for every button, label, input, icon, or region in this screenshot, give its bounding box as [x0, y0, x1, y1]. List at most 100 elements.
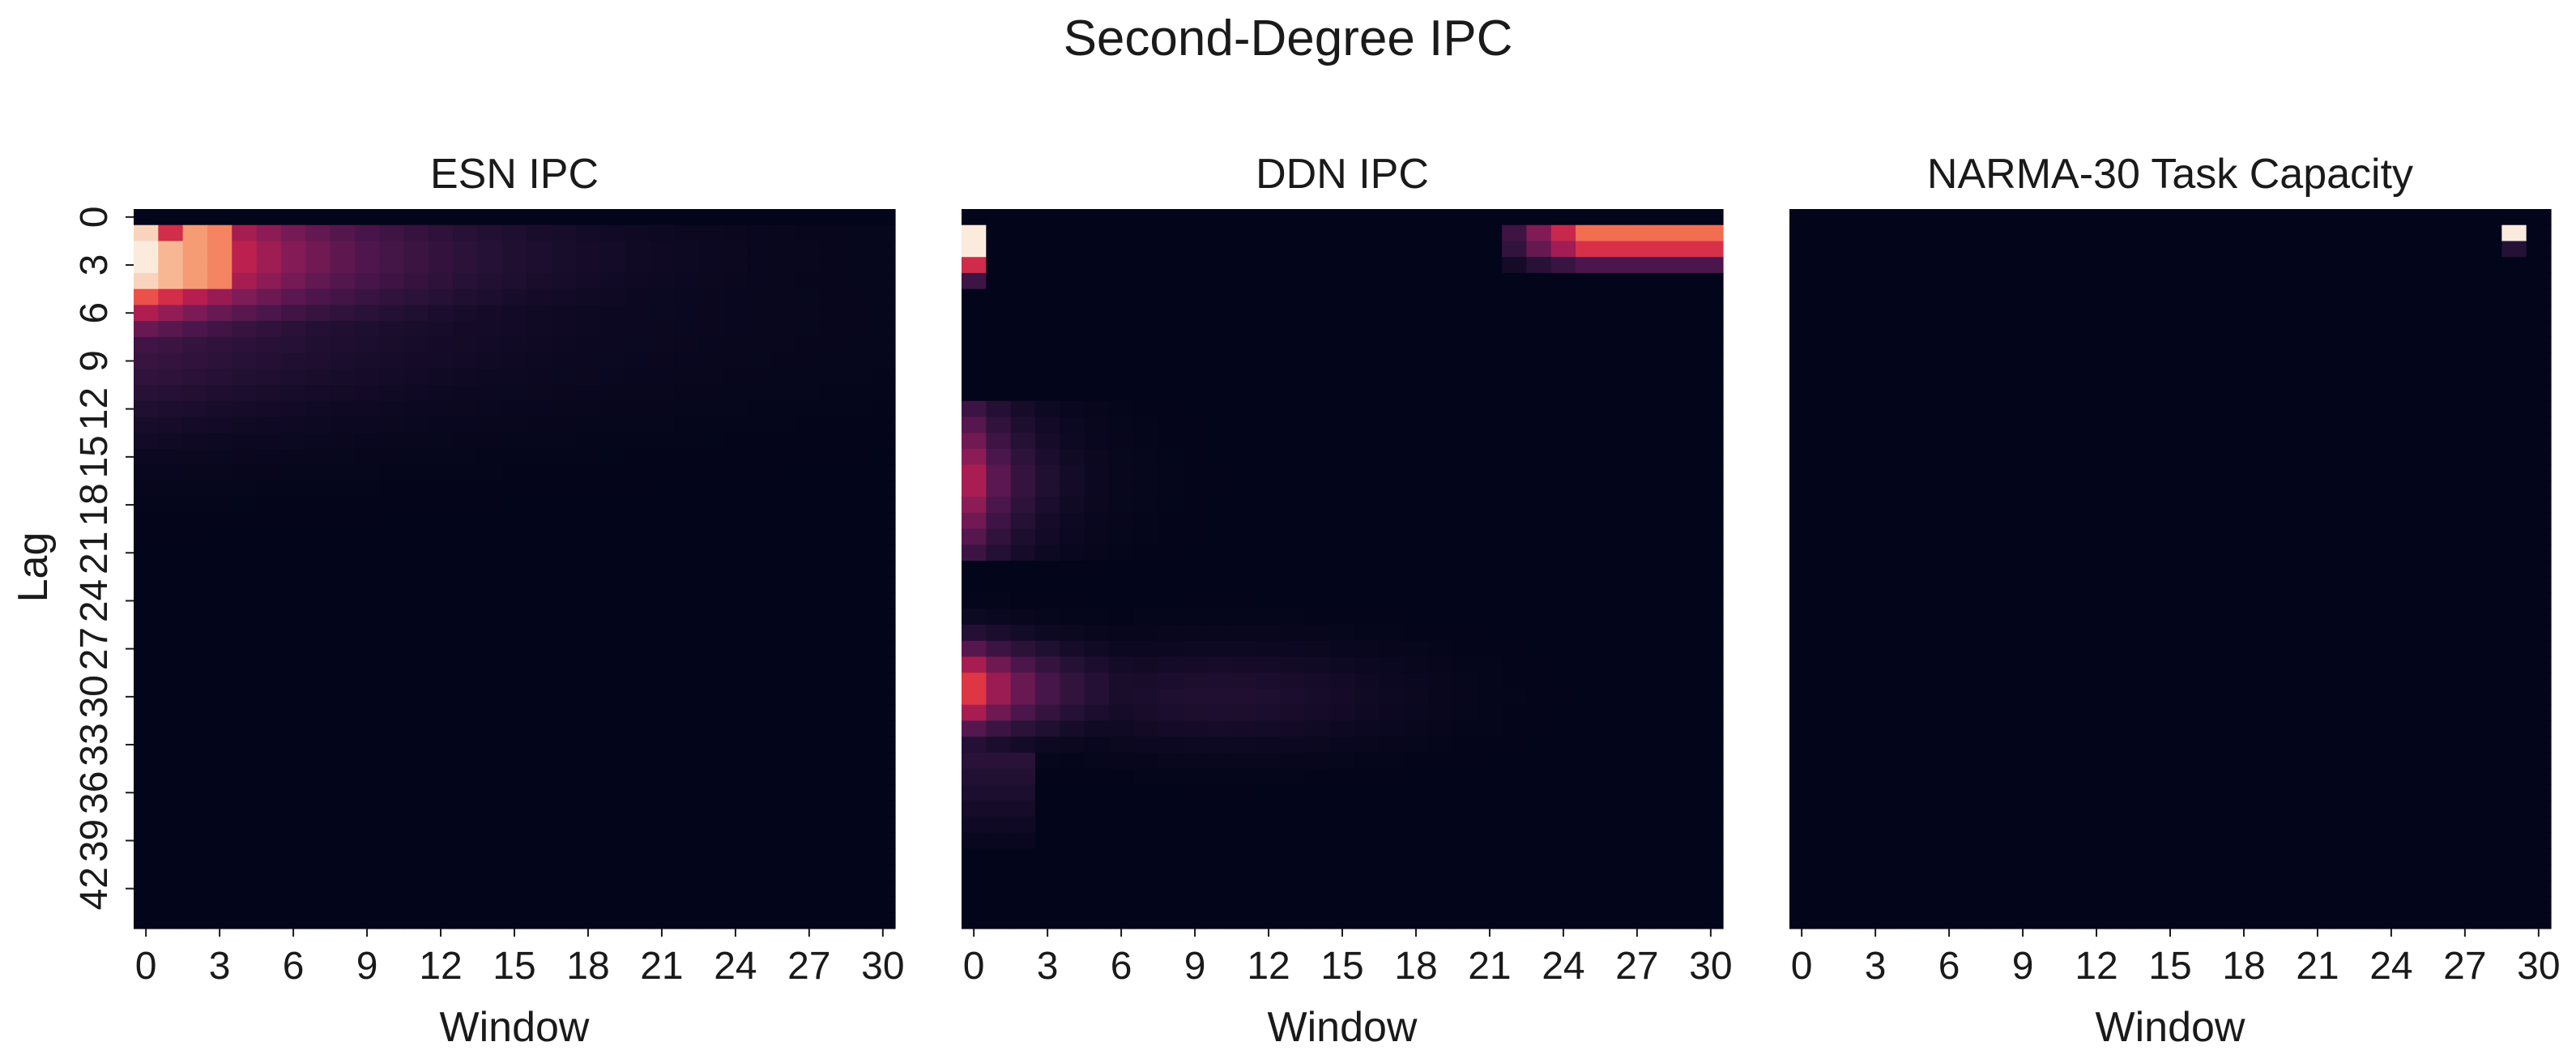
heatmap-cell [600, 433, 626, 450]
heatmap-cell [1108, 592, 1134, 609]
heatmap-cell [575, 608, 601, 626]
heatmap-cell [477, 416, 503, 433]
heatmap-cell [1452, 497, 1478, 514]
heatmap-cell [1060, 449, 1085, 466]
heatmap-cell [2403, 321, 2429, 338]
heatmap-cell [453, 241, 479, 258]
heatmap-cell [2157, 704, 2183, 722]
heatmap-cell [1624, 625, 1650, 642]
heatmap-cell [2157, 561, 2183, 578]
heatmap-cell [1838, 720, 1864, 737]
heatmap-cell [2231, 561, 2257, 578]
heatmap-cell [158, 625, 184, 642]
heatmap-cell [575, 816, 601, 834]
heatmap-cell [2452, 369, 2478, 386]
heatmap-cell [772, 272, 798, 290]
heatmap-cell [501, 625, 527, 642]
heatmap-cell [1452, 576, 1478, 594]
heatmap-cell [2059, 224, 2085, 242]
heatmap-cell [1158, 576, 1184, 594]
heatmap-cell [1526, 832, 1552, 849]
heatmap-cell [1985, 656, 2011, 673]
heatmap-cell [1576, 720, 1601, 737]
heatmap-cell [698, 561, 724, 578]
heatmap-cell [2378, 752, 2404, 770]
heatmap-cell [182, 737, 208, 754]
heatmap-cell [477, 512, 503, 530]
heatmap-cell [1624, 640, 1650, 658]
heatmap-cell [1576, 608, 1601, 626]
heatmap-cell [2207, 784, 2233, 801]
heatmap-cell [330, 704, 356, 722]
heatmap-cell [1576, 480, 1601, 497]
heatmap-cell [625, 896, 650, 913]
heatmap-cell [1550, 497, 1576, 514]
heatmap-cell [575, 640, 601, 658]
heatmap-cell [2182, 464, 2208, 482]
heatmap-cell [1477, 257, 1503, 274]
heatmap-cell [2231, 336, 2257, 354]
heatmap-cell [625, 561, 650, 578]
heatmap-cell [2133, 656, 2159, 673]
heatmap-cell [453, 209, 479, 226]
heatmap-cell [1403, 512, 1429, 530]
heatmap-cell [1985, 720, 2011, 737]
heatmap-cell [1550, 752, 1576, 770]
heatmap-cell [1329, 768, 1355, 785]
heatmap-cell [551, 449, 577, 466]
heatmap-cell [1108, 848, 1134, 865]
heatmap-cell [182, 608, 208, 626]
heatmap-cell [1133, 400, 1159, 418]
heatmap-cell [1403, 241, 1429, 258]
heatmap-cell [1550, 640, 1576, 658]
heatmap-cell [1789, 656, 1815, 673]
heatmap-cell [2428, 288, 2454, 305]
heatmap-cell [551, 673, 577, 690]
heatmap-cell [1649, 288, 1674, 305]
heatmap-cell [962, 433, 987, 450]
heatmap-cell [330, 801, 356, 818]
heatmap-cell [748, 880, 773, 898]
heatmap-cell [1936, 305, 1962, 322]
heatmap-cell [1158, 912, 1184, 929]
heatmap-cell [1034, 433, 1060, 450]
heatmap-cell [354, 801, 380, 818]
heatmap-cell [2305, 737, 2331, 754]
heatmap-cell [1428, 608, 1454, 626]
heatmap-cell [1207, 385, 1233, 402]
heatmap-cell [1838, 352, 1864, 369]
heatmap-cell [2452, 673, 2478, 690]
heatmap-cell [2059, 209, 2085, 226]
heatmap-cell [723, 416, 748, 433]
heatmap-cell [1281, 737, 1307, 754]
heatmap-cell [477, 768, 503, 785]
heatmap-cell [1674, 720, 1700, 737]
heatmap-cell [2403, 865, 2429, 882]
heatmap-cell [1576, 673, 1601, 690]
heatmap-cell [1452, 673, 1478, 690]
heatmap-cell [1576, 689, 1601, 706]
heatmap-cell [1789, 336, 1815, 354]
heatmap-cell [1403, 737, 1429, 754]
heatmap-cell [2501, 784, 2527, 801]
x-tick-label: 18 [1394, 945, 1437, 988]
heatmap-cell [1936, 592, 1962, 609]
heatmap-cell [1674, 480, 1700, 497]
heatmap-cell [1034, 272, 1060, 290]
heatmap-cell [1624, 880, 1650, 898]
heatmap-cell [1961, 561, 1987, 578]
heatmap-cell [1428, 720, 1454, 737]
heatmap-cell [158, 608, 184, 626]
heatmap-cell [625, 416, 650, 433]
heatmap-cell [527, 561, 552, 578]
heatmap-cell [1256, 912, 1282, 929]
heatmap-cell [1158, 737, 1184, 754]
heatmap-cell [330, 768, 356, 785]
heatmap-cell [1010, 512, 1036, 530]
heatmap-cell [1403, 257, 1429, 274]
heatmap-cell [962, 512, 987, 530]
heatmap-cell [698, 912, 724, 929]
x-tick-label: 6 [283, 945, 305, 988]
heatmap-cell [182, 561, 208, 578]
heatmap-cell [2403, 224, 2429, 242]
